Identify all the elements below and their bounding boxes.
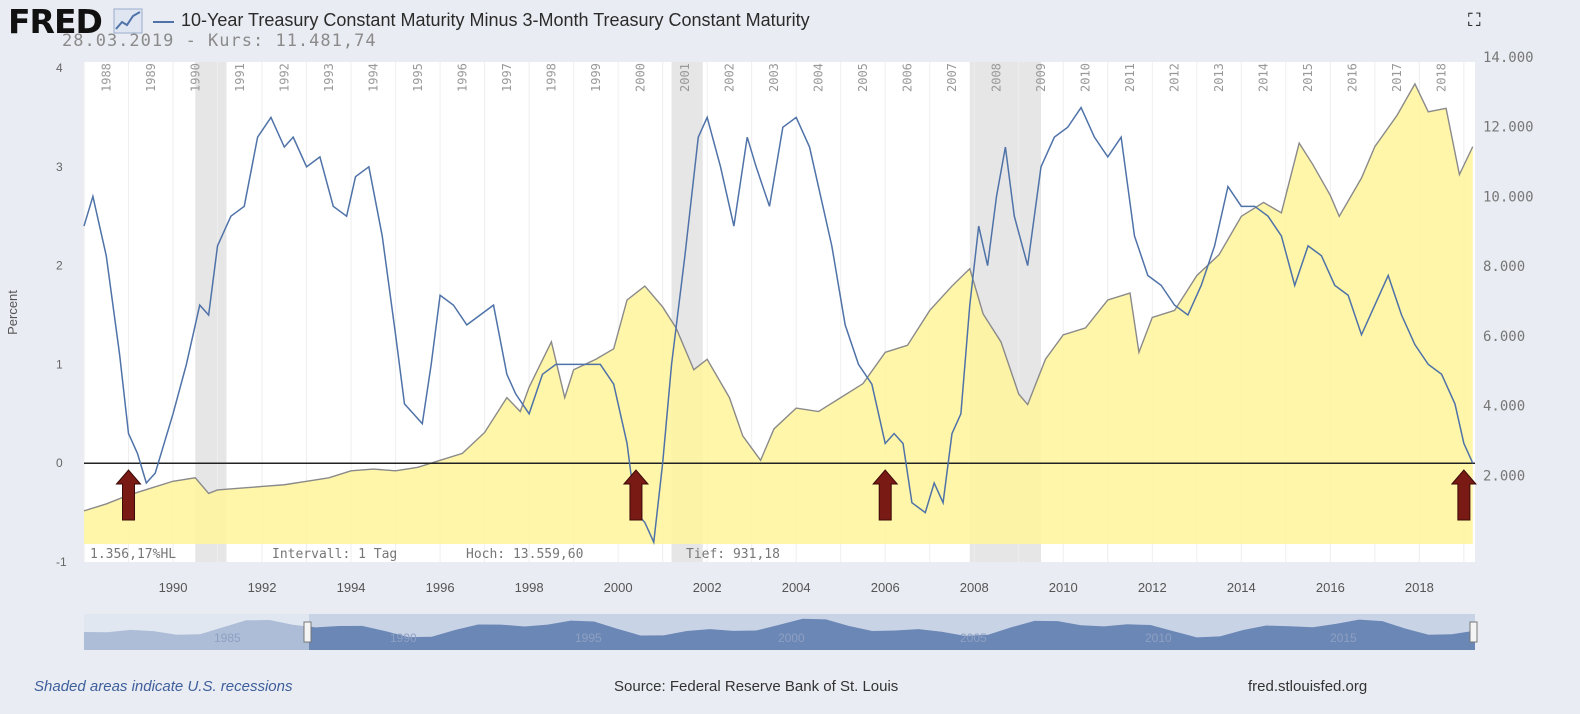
x-tick-label: 1990 bbox=[159, 580, 188, 595]
top-year-label: 2010 bbox=[1079, 63, 1093, 92]
stats-annotation: Tief: 931,18 bbox=[686, 547, 780, 562]
y-tick-label: 2 bbox=[56, 259, 63, 273]
index-area bbox=[84, 83, 1473, 544]
top-year-label: 1991 bbox=[233, 63, 247, 92]
legend-line bbox=[153, 21, 174, 23]
x-tick-label: 2000 bbox=[604, 580, 633, 595]
top-year-label: 1993 bbox=[322, 63, 336, 92]
y-tick-label: -1 bbox=[56, 555, 67, 569]
x-tick-label: 2006 bbox=[871, 580, 900, 595]
right-axis-label: 14.000 bbox=[1483, 50, 1534, 66]
top-year-label: 2011 bbox=[1123, 63, 1137, 92]
navigator-handle-right[interactable] bbox=[1469, 621, 1478, 643]
fred-logo[interactable]: FRED bbox=[8, 2, 103, 41]
top-year-label: 2000 bbox=[633, 63, 647, 92]
top-year-label: 1995 bbox=[411, 63, 425, 92]
index-line bbox=[83, 82, 1474, 512]
top-year-label: 2015 bbox=[1301, 63, 1315, 92]
x-tick-label: 2014 bbox=[1227, 580, 1256, 595]
navigator-label: 1990 bbox=[390, 631, 417, 645]
top-year-label: 2007 bbox=[945, 63, 959, 92]
navigator-mask bbox=[84, 614, 309, 650]
right-axis-label: 10.000 bbox=[1483, 189, 1534, 205]
x-tick-label: 1996 bbox=[426, 580, 455, 595]
navigator-label: 2010 bbox=[1145, 631, 1172, 645]
x-tick-label: 1994 bbox=[337, 580, 366, 595]
top-year-label: 2004 bbox=[811, 63, 825, 92]
right-axis-label: 4.000 bbox=[1483, 399, 1525, 415]
top-year-label: 2014 bbox=[1257, 63, 1271, 92]
chart-title: 10-Year Treasury Constant Maturity Minus… bbox=[181, 10, 810, 30]
top-year-label: 1992 bbox=[277, 63, 291, 92]
source-url-link[interactable]: fred.stlouisfed.org bbox=[1248, 678, 1368, 695]
x-tick-label: 2010 bbox=[1049, 580, 1078, 595]
navigator-area bbox=[84, 618, 1475, 650]
x-tick-label: 2018 bbox=[1405, 580, 1434, 595]
top-year-label: 1988 bbox=[99, 63, 113, 92]
y-tick-label: 1 bbox=[56, 357, 63, 371]
source-note: Source: Federal Reserve Bank of St. Loui… bbox=[614, 678, 899, 695]
navigator-label: 2005 bbox=[960, 631, 987, 645]
navigator-handle-left[interactable] bbox=[303, 621, 312, 643]
top-year-label: 2005 bbox=[856, 63, 870, 92]
navigator-label: 1985 bbox=[214, 631, 241, 645]
top-year-label: 2003 bbox=[767, 63, 781, 92]
top-year-label: 1996 bbox=[455, 63, 469, 92]
top-year-label: 1994 bbox=[366, 63, 380, 92]
chart-trend-icon bbox=[113, 8, 143, 34]
right-axis-label: 2.000 bbox=[1483, 468, 1525, 484]
recession-band bbox=[195, 62, 227, 562]
x-tick-label: 1992 bbox=[248, 580, 277, 595]
x-tick-label: 2012 bbox=[1138, 580, 1167, 595]
right-axis-label: 6.000 bbox=[1483, 329, 1525, 345]
top-year-label: 1998 bbox=[544, 63, 558, 92]
navigator-label: 2000 bbox=[778, 631, 805, 645]
top-year-label: 2009 bbox=[1034, 63, 1048, 92]
top-year-label: 1997 bbox=[500, 63, 514, 92]
price-overlay: 28.03.2019 - Kurs: 11.481,74 bbox=[62, 31, 377, 51]
expand-icon[interactable]: ⛶ bbox=[1468, 10, 1481, 30]
recession-arrow-icon bbox=[115, 469, 142, 521]
stats-annotation: Hoch: 13.559,60 bbox=[466, 547, 583, 562]
top-year-label: 2002 bbox=[722, 63, 736, 92]
y-tick-label: 3 bbox=[56, 160, 63, 174]
top-year-label: 2013 bbox=[1212, 63, 1226, 92]
navigator-label: 1995 bbox=[575, 631, 602, 645]
top-year-label: 1990 bbox=[188, 63, 202, 92]
top-year-label: 2006 bbox=[900, 63, 914, 92]
x-tick-label: 1998 bbox=[515, 580, 544, 595]
y-tick-label: 0 bbox=[56, 456, 63, 470]
top-year-label: 1999 bbox=[589, 63, 603, 92]
right-axis-label: 8.000 bbox=[1483, 259, 1525, 275]
x-tick-label: 2008 bbox=[960, 580, 989, 595]
recession-arrow-icon bbox=[622, 469, 650, 521]
recession-arrow-icon bbox=[872, 469, 899, 521]
top-year-label: 2016 bbox=[1346, 63, 1360, 92]
stats-annotation: Intervall: 1 Tag bbox=[272, 547, 397, 562]
recession-note: Shaded areas indicate U.S. recessions bbox=[34, 678, 293, 695]
right-axis-label: 12.000 bbox=[1483, 120, 1534, 136]
stats-annotation: 1.356,17%HL bbox=[90, 547, 176, 562]
navigator-label: 2015 bbox=[1330, 631, 1357, 645]
x-tick-label: 2004 bbox=[782, 580, 811, 595]
top-year-label: 2012 bbox=[1168, 63, 1182, 92]
top-year-label: 2001 bbox=[678, 63, 692, 92]
top-year-label: 1989 bbox=[144, 63, 158, 92]
top-year-label: 2017 bbox=[1390, 63, 1404, 92]
x-tick-label: 2016 bbox=[1316, 580, 1345, 595]
recession-arrow-icon bbox=[1450, 469, 1477, 521]
top-year-label: 2018 bbox=[1435, 63, 1449, 92]
y-tick-label: 4 bbox=[56, 61, 63, 75]
top-year-label: 2008 bbox=[989, 63, 1003, 92]
spread-line bbox=[83, 105, 1474, 546]
x-tick-label: 2002 bbox=[693, 580, 722, 595]
